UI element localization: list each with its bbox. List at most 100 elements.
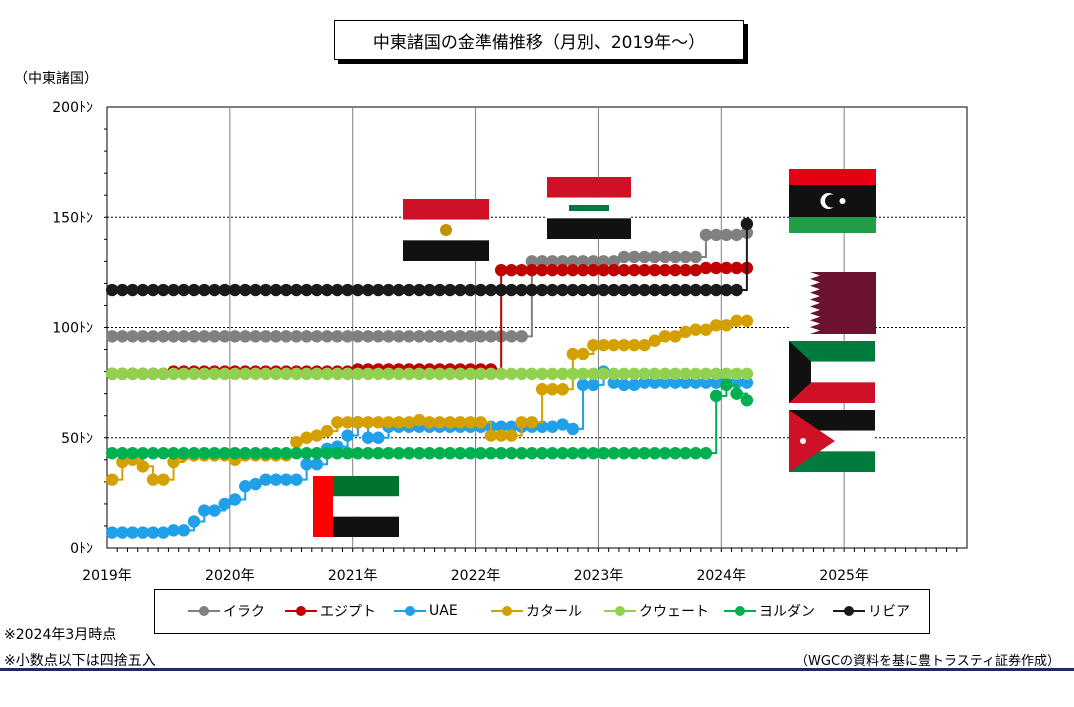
data-point [392,330,405,343]
data-point [628,263,641,277]
data-point [105,526,119,539]
data-point [525,416,539,429]
data-point [607,367,620,381]
data-point [546,263,559,277]
data-point [413,367,426,381]
data-point [474,367,487,381]
data-point [679,325,692,339]
data-point [484,446,498,460]
data-point [709,376,723,389]
data-point [351,283,365,297]
data-point [372,446,385,460]
data-point [699,261,713,275]
data-point [454,367,467,381]
data-point [310,446,324,460]
data-point [699,323,713,336]
data-point [372,431,385,444]
data-point [709,389,723,403]
data-point [505,330,518,343]
data-point [146,446,160,460]
data-point [208,504,221,517]
data-point [658,330,672,343]
data-point [699,283,713,297]
data-point [566,255,580,268]
data-point [372,367,385,381]
data-point [413,413,426,427]
data-point [136,330,150,343]
data-point [320,424,334,438]
data-point [484,283,498,297]
series-リビア [105,217,754,297]
data-point [464,416,477,429]
legend-item: クウェート [603,601,709,621]
data-point [658,376,672,389]
data-point [587,446,600,460]
data-point [310,429,324,442]
data-point [648,367,661,381]
data-point [105,446,119,460]
data-point [669,446,682,460]
x-tick-label: 2021年 [328,568,378,584]
note-as-of: ※2024年3月時点 [4,627,117,643]
data-point [208,330,221,343]
data-point [351,367,365,381]
data-point [331,367,344,381]
data-point [198,283,211,297]
data-point [546,420,559,433]
legend-swatch [285,606,317,616]
data-point [709,261,723,275]
data-point [116,526,129,539]
data-point [433,416,446,429]
data-point [126,367,139,381]
data-point [105,330,119,343]
data-point [423,416,436,429]
data-point [290,367,303,381]
data-point [587,283,600,297]
data-point [505,420,518,433]
data-point [279,330,293,343]
data-point [699,376,713,389]
data-point [505,429,518,442]
data-point [269,283,283,297]
data-point [628,250,641,264]
data-point [740,314,754,328]
data-point [648,446,661,460]
data-point [587,367,600,381]
data-point [648,334,661,347]
bottom-divider [0,668,1074,671]
data-point [505,446,518,460]
data-point [689,376,702,389]
data-point [607,446,620,460]
data-point [290,473,303,486]
data-point [249,330,262,343]
data-point [157,473,170,486]
data-point [443,330,457,343]
data-point [259,367,272,381]
data-point [576,263,590,277]
data-point [351,446,365,460]
chevron-icon [789,410,835,472]
data-point [413,446,426,460]
data-point [597,263,610,277]
data-point [720,367,733,381]
data-point [638,367,651,381]
data-point [341,367,354,381]
data-point [546,255,559,268]
data-point [423,367,436,381]
data-point [484,367,498,381]
data-point [658,446,672,460]
data-point [494,420,508,433]
data-point [556,255,569,268]
libya-flag [789,169,876,233]
data-point [443,416,457,429]
data-point [382,283,395,297]
data-point [689,323,702,336]
legend-label: イラク [223,604,265,620]
data-point [689,250,702,264]
data-point [290,330,303,343]
data-point [617,338,631,352]
star-icon [839,198,846,204]
data-point [228,493,242,506]
data-point [628,446,641,460]
data-point [392,416,405,429]
